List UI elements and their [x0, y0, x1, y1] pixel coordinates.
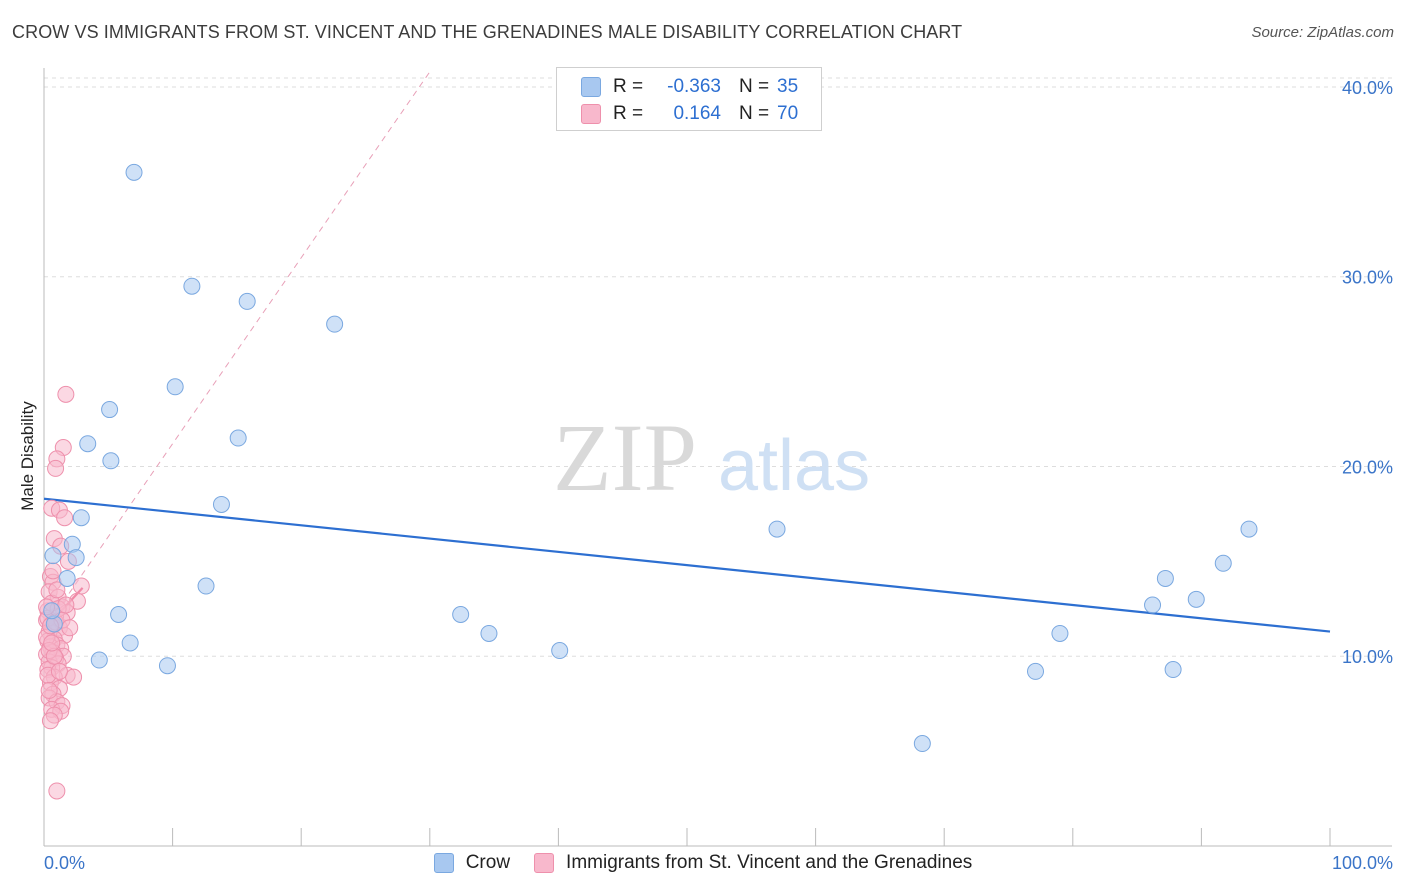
- point-immigrants-60: [44, 562, 62, 580]
- point-crow-10: [72, 509, 90, 527]
- chart-title: CROW VS IMMIGRANTS FROM ST. VINCENT AND …: [12, 22, 963, 42]
- legend-swatch-immigrants: [534, 853, 555, 873]
- point-crow-21: [452, 605, 470, 623]
- point-crow-26: [1027, 662, 1045, 680]
- legend-label-immigrants: Immigrants from St. Vincent and the Gren…: [566, 852, 973, 873]
- trend-line-immigrants-extended: [43, 71, 431, 630]
- point-crow-19: [158, 657, 176, 675]
- point-immigrants-51: [48, 782, 66, 800]
- point-crow-9: [212, 495, 230, 513]
- legend-label-crow: Crow: [465, 852, 511, 873]
- point-crow-23: [551, 642, 569, 660]
- x-tick-label-0: 0.0%: [44, 853, 85, 873]
- x-tick-label-1: 100.0%: [1332, 853, 1393, 873]
- point-crow-33: [1240, 520, 1258, 538]
- legend-swatch-crow: [433, 853, 454, 873]
- legend-n-value: 35: [777, 76, 799, 97]
- point-crow-14: [58, 569, 76, 587]
- point-crow-2: [238, 292, 256, 310]
- point-crow-22: [480, 624, 498, 642]
- legend-swatch-crow: [581, 77, 601, 97]
- point-immigrants-65: [50, 662, 68, 680]
- point-crow-5: [101, 401, 119, 419]
- legend-row-immigrants: R = 0.164 N = 70: [581, 102, 798, 126]
- point-crow-4: [166, 378, 184, 396]
- point-crow-17: [121, 634, 139, 652]
- point-crow-31: [1187, 590, 1205, 608]
- trend-lines: [43, 71, 1331, 633]
- y-tick-label-3: 40.0%: [1342, 78, 1393, 98]
- point-immigrants-3: [47, 459, 65, 477]
- point-immigrants-61: [48, 581, 66, 599]
- legend-row-crow: R = -0.363 N = 35: [581, 75, 798, 99]
- point-crow-7: [79, 435, 97, 453]
- legend-n-label: N =: [739, 76, 770, 97]
- point-immigrants-6: [56, 509, 74, 527]
- tick-labels: 10.0% 20.0% 30.0% 40.0% 0.0% 100.0%: [44, 78, 1393, 873]
- legend-item-immigrants: Immigrants from St. Vincent and the Gren…: [534, 852, 972, 874]
- point-crow-8: [102, 452, 120, 470]
- point-crow-0: [125, 163, 143, 181]
- point-crow-32: [1214, 554, 1232, 572]
- data-points: [38, 163, 1258, 800]
- point-immigrants-66: [40, 681, 58, 699]
- point-immigrants-68: [61, 619, 79, 637]
- point-immigrants-40: [65, 668, 83, 686]
- point-crow-16: [110, 605, 128, 623]
- point-crow-34: [43, 602, 61, 620]
- point-crow-29: [1156, 569, 1174, 587]
- y-tick-label-1: 20.0%: [1342, 457, 1393, 477]
- legend-r-label: R =: [613, 76, 644, 97]
- series-legend: Crow Immigrants from St. Vincent and the…: [0, 852, 1406, 874]
- legend-r-label: R =: [613, 103, 644, 124]
- legend-swatch-immigrants: [581, 104, 601, 124]
- legend-n-label: N =: [739, 103, 770, 124]
- legend-r-value: -0.363: [667, 76, 721, 97]
- point-immigrants-69: [43, 634, 61, 652]
- trend-line-crow: [43, 497, 1331, 633]
- point-immigrants-50: [41, 712, 59, 730]
- point-immigrants-67: [57, 596, 75, 614]
- point-crow-13: [67, 549, 85, 567]
- gridlines: [44, 77, 1392, 657]
- watermark-atlas: atlas: [718, 426, 870, 506]
- source-label: Source: ZipAtlas.com: [1251, 24, 1394, 41]
- y-tick-label-0: 10.0%: [1342, 647, 1393, 667]
- legend-n-value: 70: [777, 103, 799, 124]
- point-crow-27: [1051, 624, 1069, 642]
- point-crow-1: [183, 277, 201, 295]
- point-crow-25: [913, 735, 931, 753]
- legend-item-crow: Crow: [433, 852, 511, 874]
- correlation-legend: R = -0.363 N = 35 R = 0.164 N = 70: [556, 67, 822, 131]
- point-crow-30: [1164, 661, 1182, 679]
- point-crow-24: [768, 520, 786, 538]
- watermark: ZIP atlas: [553, 404, 870, 511]
- y-tick-label-2: 30.0%: [1342, 268, 1393, 288]
- point-immigrants-0: [57, 385, 75, 403]
- point-immigrants-12: [72, 577, 90, 595]
- point-crow-3: [326, 315, 344, 333]
- legend-r-value: 0.164: [673, 103, 721, 124]
- watermark-zip: ZIP: [553, 404, 697, 511]
- point-crow-18: [90, 651, 108, 669]
- point-crow-11: [44, 547, 62, 565]
- point-crow-6: [229, 429, 247, 447]
- point-crow-28: [1144, 596, 1162, 614]
- point-crow-15: [197, 577, 215, 595]
